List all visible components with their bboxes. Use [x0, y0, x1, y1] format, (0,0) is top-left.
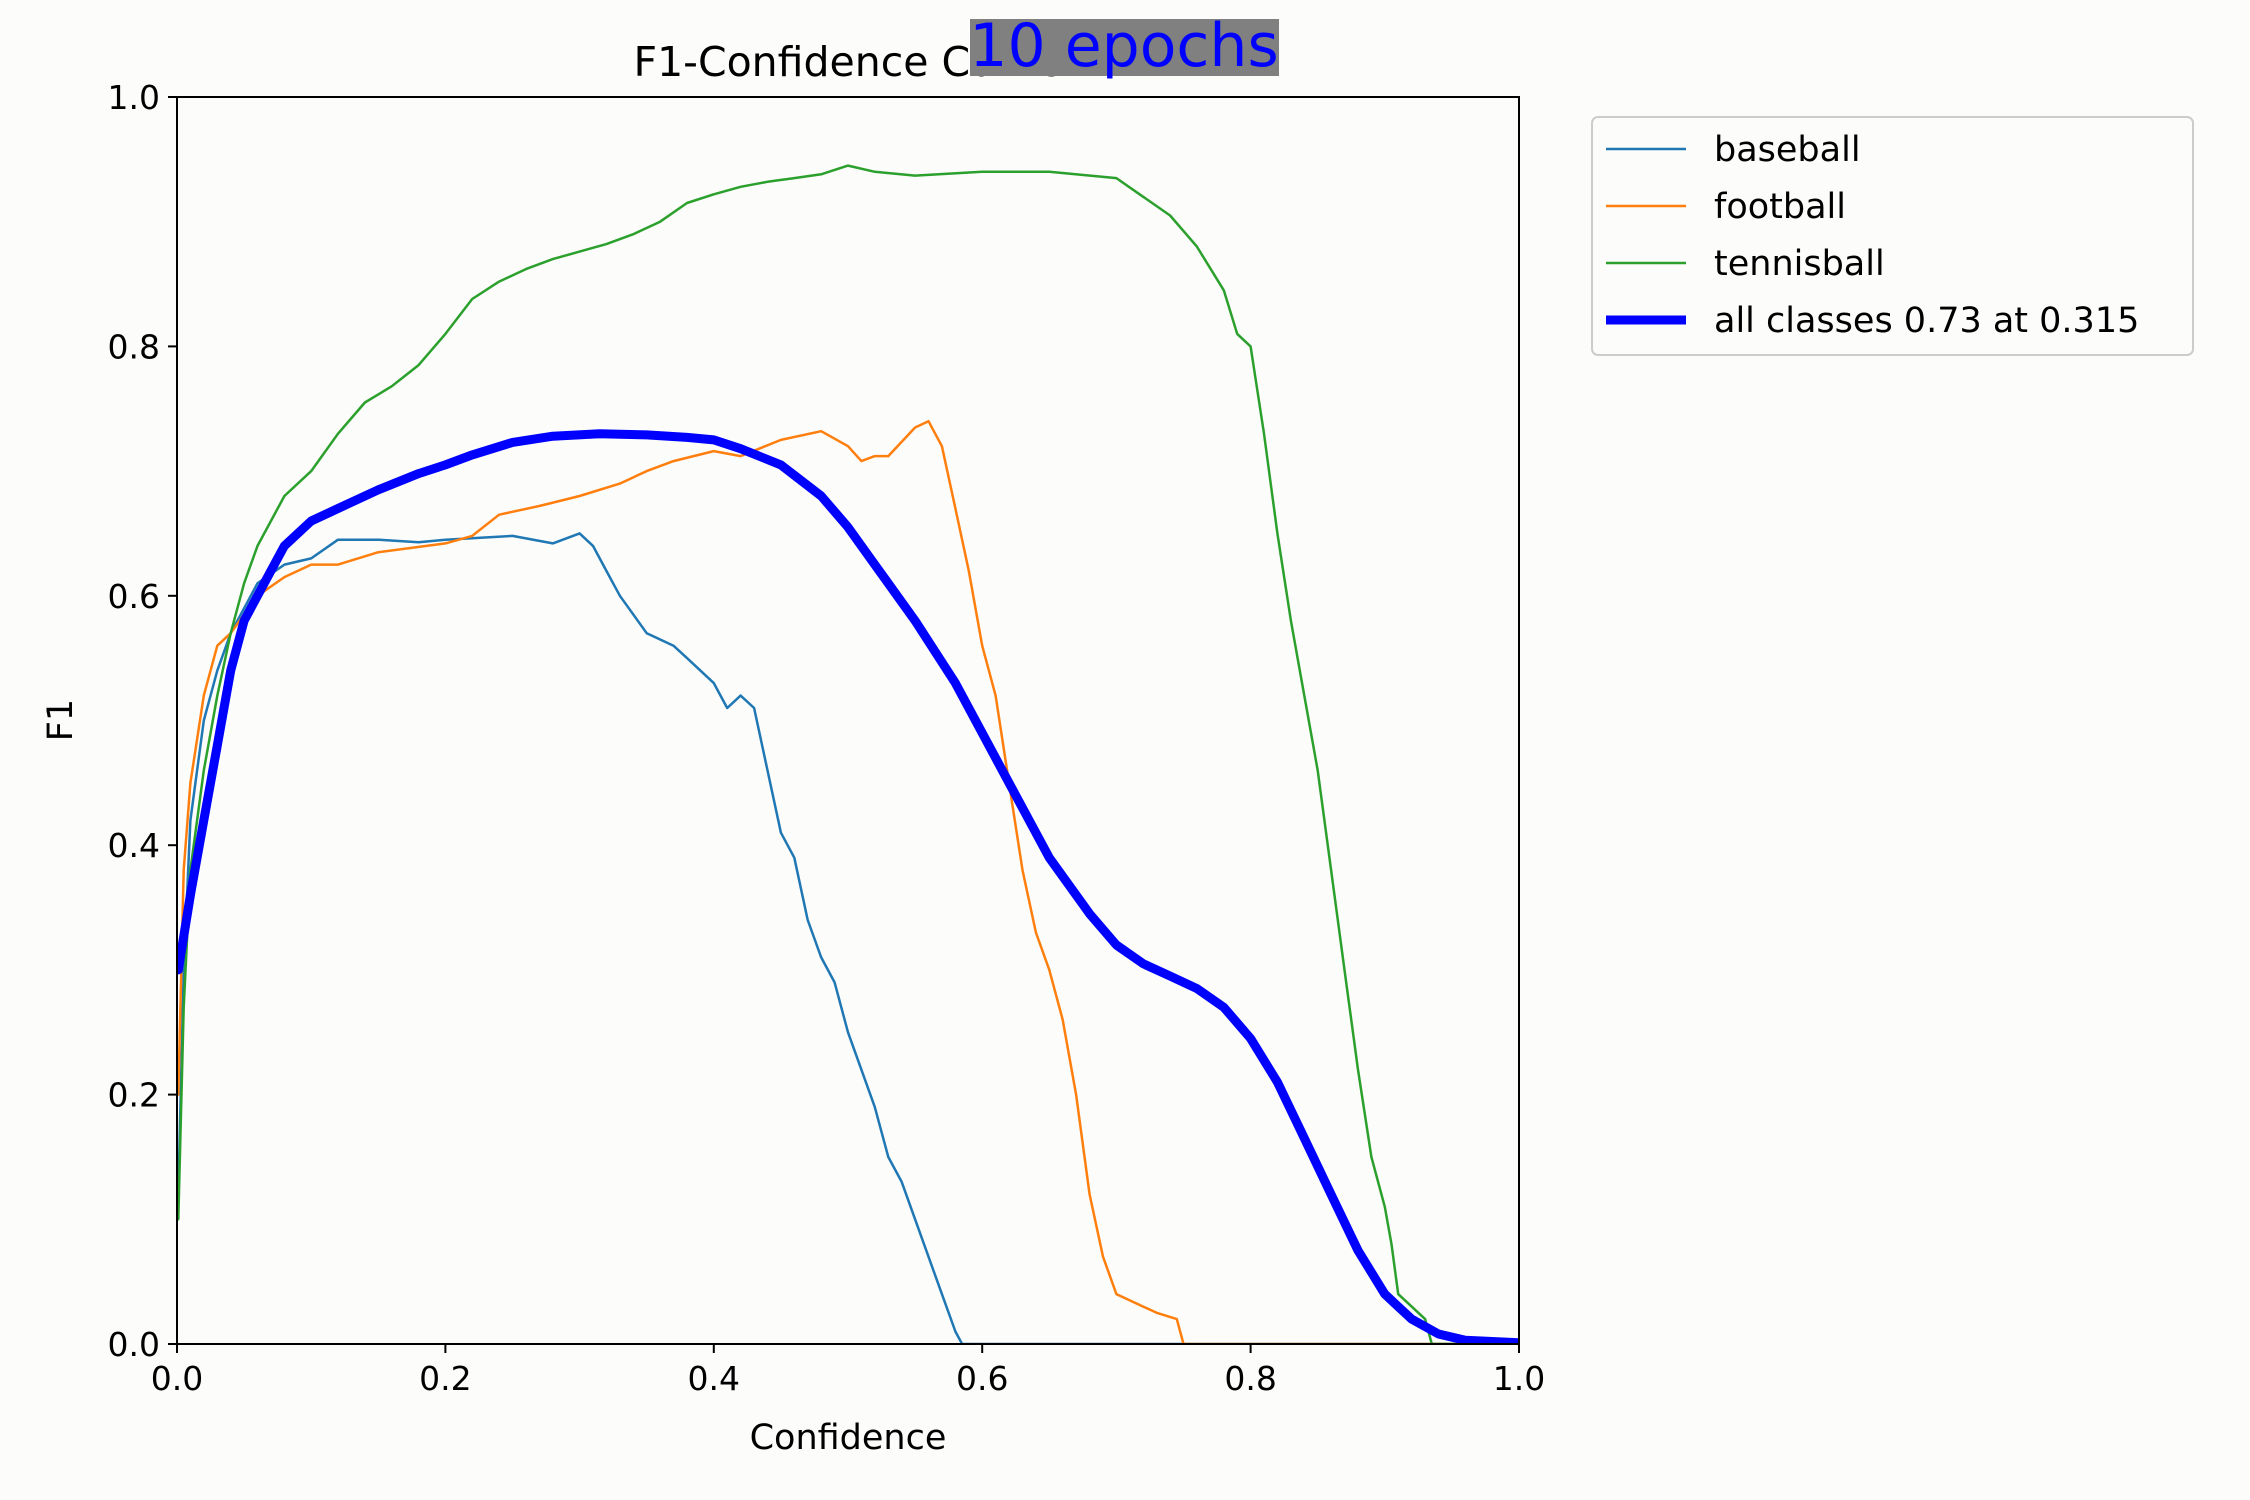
series-line-0	[177, 532, 1519, 1344]
y-tick-label: 0.4	[108, 826, 160, 865]
y-tick-label: 0.2	[108, 1076, 160, 1115]
y-axis-ticks: 0.0 0.2 0.4 0.6 0.8 1.0	[108, 78, 177, 1364]
x-axis-label: Confidence	[750, 1418, 947, 1458]
y-axis-label: F1	[41, 699, 81, 741]
x-tick-label: 0.4	[688, 1359, 740, 1398]
legend-entries: baseball football tennisball all classes 0.…	[1606, 130, 2139, 341]
series-line-2	[177, 164, 1519, 1344]
epochs-overlay-background	[970, 19, 1279, 76]
legend-label-3: all classes 0.73 at 0.315	[1714, 301, 2139, 341]
epochs-overlay: 10 epochs	[969, 11, 1279, 81]
x-tick-label: 0.6	[956, 1359, 1008, 1398]
plot-area	[177, 97, 1519, 1344]
series-layer	[177, 164, 1519, 1344]
x-tick-label: 0.8	[1224, 1359, 1276, 1398]
plot-frame	[176, 96, 1520, 1345]
y-tick-label: 0.6	[108, 577, 160, 616]
legend-label-0: baseball	[1714, 130, 1861, 170]
series-line-3	[177, 429, 1519, 1344]
y-tick-label: 1.0	[108, 78, 160, 117]
series-line-1	[177, 419, 1519, 1344]
y-tick-label: 0.0	[108, 1325, 160, 1364]
x-axis-ticks: 0.0 0.2 0.4 0.6 0.8 1.0	[151, 1344, 1545, 1398]
legend-frame	[1591, 116, 2194, 356]
legend-label-1: football	[1714, 187, 1846, 227]
y-tick-label: 0.8	[108, 327, 160, 366]
x-tick-label: 1.0	[1493, 1359, 1545, 1398]
legend: baseball football tennisball all classes 0.…	[1591, 116, 2194, 356]
epochs-overlay-text: 10 epochs	[969, 11, 1278, 81]
x-tick-label: 0.0	[151, 1359, 203, 1398]
legend-label-2: tennisball	[1714, 244, 1885, 284]
x-tick-label: 0.2	[419, 1359, 471, 1398]
